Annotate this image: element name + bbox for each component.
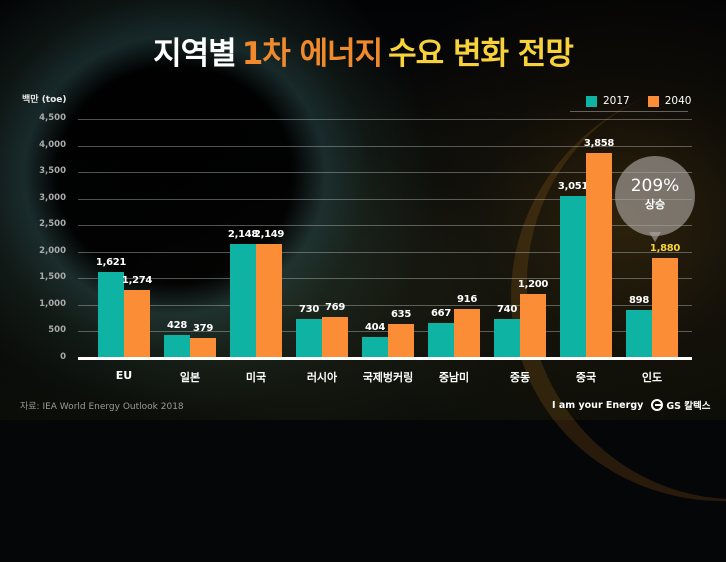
bar-value-label: 2,148: [227, 228, 259, 240]
bar-2017: [428, 322, 454, 358]
y-tick-label: 0: [60, 352, 66, 362]
bar-2017: [494, 318, 520, 358]
bar-2017: [230, 243, 256, 358]
bar-value-label: 1,200: [517, 279, 549, 291]
callout-label: 상승: [644, 198, 666, 211]
bar-value-label: 3,858: [583, 138, 615, 150]
title-part-1: 지역별: [153, 36, 237, 72]
x-category-label: 인도: [641, 371, 663, 384]
bar-value-label: 2,149: [253, 228, 285, 240]
bar-value-label: 635: [391, 309, 411, 321]
bar-value-label: 1,880: [649, 243, 681, 255]
gridline: [78, 278, 692, 279]
bar-value-label: 3,051: [557, 180, 589, 192]
x-category-label: EU: [115, 369, 133, 382]
legend-item-2040: 2040: [647, 95, 692, 107]
y-tick-label: 4,000: [39, 140, 66, 150]
bar-value-label: 428: [167, 320, 187, 332]
gridline: [78, 225, 692, 226]
legend-swatch-2017: [586, 95, 597, 107]
bar-2040: [124, 290, 150, 358]
x-category-label: 중남미: [438, 371, 470, 384]
y-tick-label: 2,500: [39, 219, 66, 229]
x-category-label: 국제벙커링: [362, 371, 414, 384]
bar-2040: [388, 324, 414, 358]
y-tick-label: 1,500: [39, 272, 66, 282]
bar-2040: [322, 317, 348, 358]
bar-2017: [164, 335, 190, 358]
source-note: 자료: IEA World Energy Outlook 2018: [20, 402, 184, 412]
bar-2040: [454, 309, 480, 358]
title-part-2: 1차 에너지: [241, 36, 383, 72]
bar-value-label: 769: [325, 302, 345, 314]
bar-2040: [190, 337, 216, 358]
bar-2040: [586, 153, 612, 358]
y-tick-label: 500: [48, 325, 66, 335]
x-category-label: 중국: [575, 371, 597, 384]
bar-value-label: 404: [365, 321, 385, 333]
bar-value-label: 667: [431, 307, 451, 319]
bar-2040: [520, 294, 546, 358]
brand-name: GS 칼텍스: [666, 401, 711, 412]
legend-label-2040: 2040: [664, 95, 692, 107]
y-axis-unit: 백만 (toe): [22, 95, 67, 105]
legend-divider: [570, 111, 688, 112]
bar-2017: [296, 319, 322, 358]
bar-2017: [560, 195, 586, 358]
y-tick-label: 1,000: [39, 299, 66, 309]
bar-2017: [626, 310, 652, 358]
bar-value-label: 898: [629, 295, 649, 307]
bar-2040: [256, 243, 282, 358]
bar-value-label: 1,621: [95, 256, 127, 268]
gridline: [78, 146, 692, 147]
y-tick-label: 3,500: [39, 166, 66, 176]
x-category-label: 미국: [245, 371, 267, 384]
x-category-label: 중동: [509, 371, 531, 384]
gridline: [78, 172, 692, 173]
chart-title: 지역별 1차 에너지 수요 변화 전망: [0, 28, 726, 73]
y-tick-label: 3,000: [39, 193, 66, 203]
x-axis-line: [78, 357, 692, 360]
y-tick-label: 2,000: [39, 246, 66, 256]
legend-item-2017: 2017: [586, 95, 630, 107]
gs-logo: GS 칼텍스: [651, 398, 710, 412]
bar-value-label: 1,274: [121, 275, 153, 287]
gridline: [78, 305, 692, 306]
bar-value-label: 916: [457, 294, 477, 306]
callout-bubble: 209% 상승: [615, 156, 695, 242]
legend: 2017 2040: [586, 95, 691, 107]
title-part-3: 수요 변화 전망: [388, 36, 574, 72]
gridline: [78, 252, 692, 253]
x-category-label: 일본: [179, 371, 201, 384]
y-tick-label: 4,500: [39, 113, 66, 123]
bar-value-label: 379: [193, 322, 213, 334]
bar-2040: [652, 258, 678, 358]
bar-value-label: 730: [299, 304, 319, 316]
legend-label-2017: 2017: [603, 95, 630, 107]
gridline: [78, 199, 692, 200]
bar-value-label: 740: [497, 303, 517, 315]
legend-swatch-2040: [647, 95, 659, 107]
gs-logo-icon: [651, 399, 664, 411]
gridline: [78, 331, 692, 332]
brand-footer: I am your Energy GS 칼텍스: [552, 398, 710, 412]
bar-2017: [362, 336, 388, 358]
bar-2017: [98, 271, 124, 358]
slogan: I am your Energy: [552, 399, 644, 411]
gridline: [78, 119, 692, 120]
callout-percent: 209%: [630, 176, 680, 196]
x-category-label: 러시아: [306, 371, 338, 384]
